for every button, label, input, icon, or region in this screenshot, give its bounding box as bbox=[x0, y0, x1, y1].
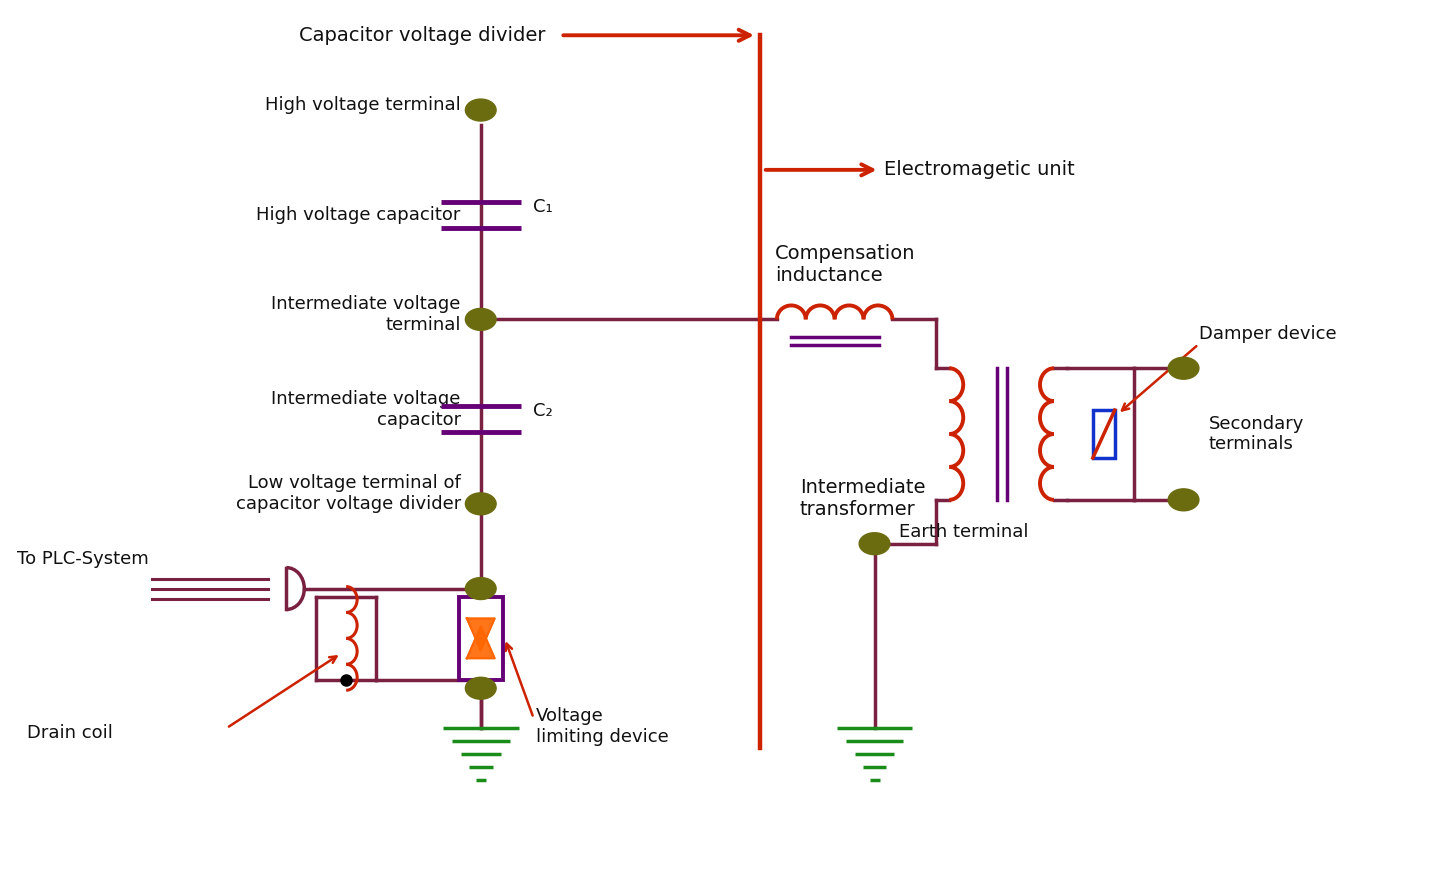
Text: Intermediate voltage
capacitor: Intermediate voltage capacitor bbox=[271, 389, 461, 428]
Text: Low voltage terminal of
capacitor voltage divider: Low voltage terminal of capacitor voltag… bbox=[235, 475, 461, 513]
Text: Capacitor voltage divider: Capacitor voltage divider bbox=[300, 26, 546, 44]
Text: High voltage capacitor: High voltage capacitor bbox=[256, 205, 461, 224]
Bar bbox=[1092, 410, 1115, 458]
Text: Secondary
terminals: Secondary terminals bbox=[1209, 414, 1304, 453]
Ellipse shape bbox=[465, 578, 496, 599]
Ellipse shape bbox=[1169, 489, 1199, 511]
Text: Earth terminal: Earth terminal bbox=[899, 523, 1029, 541]
Text: To PLC-System: To PLC-System bbox=[17, 549, 148, 568]
Bar bbox=[458, 597, 503, 680]
Text: Intermediate voltage
terminal: Intermediate voltage terminal bbox=[271, 295, 461, 333]
Text: Damper device: Damper device bbox=[1199, 325, 1336, 343]
Ellipse shape bbox=[465, 99, 496, 121]
Ellipse shape bbox=[1169, 357, 1199, 380]
Ellipse shape bbox=[859, 533, 891, 555]
Ellipse shape bbox=[465, 677, 496, 700]
Text: Intermediate
transformer: Intermediate transformer bbox=[800, 478, 925, 519]
Text: Voltage
limiting device: Voltage limiting device bbox=[536, 707, 669, 746]
Polygon shape bbox=[467, 627, 494, 659]
Text: C₁: C₁ bbox=[533, 197, 552, 216]
Polygon shape bbox=[467, 619, 494, 651]
Ellipse shape bbox=[465, 493, 496, 515]
Text: Electromagetic unit: Electromagetic unit bbox=[885, 160, 1075, 180]
Text: Compensation
inductance: Compensation inductance bbox=[775, 244, 915, 285]
Ellipse shape bbox=[465, 308, 496, 331]
Text: High voltage terminal: High voltage terminal bbox=[265, 96, 461, 114]
Text: Drain coil: Drain coil bbox=[27, 725, 112, 742]
Text: C₂: C₂ bbox=[533, 402, 552, 420]
